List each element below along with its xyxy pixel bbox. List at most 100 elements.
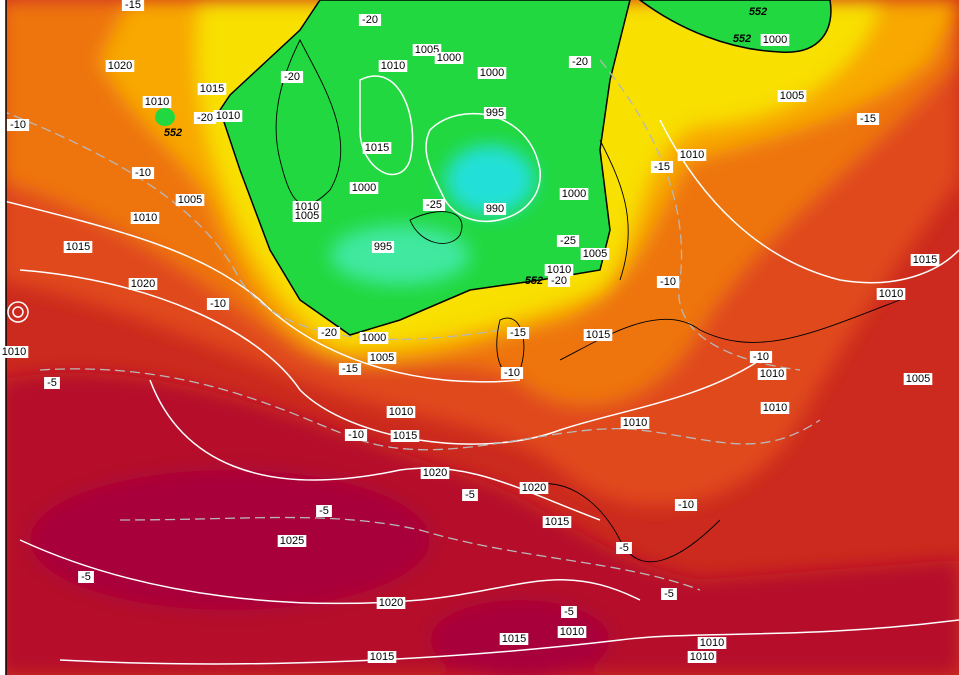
temperature-label: -5 <box>319 505 329 517</box>
temperature-label: -10 <box>753 351 769 363</box>
label-box <box>213 110 243 122</box>
label-box <box>677 149 707 161</box>
temperature-label: -5 <box>465 489 475 501</box>
label-box <box>687 651 717 663</box>
label-box <box>420 467 450 479</box>
label-box <box>193 112 217 124</box>
label-box <box>650 161 674 173</box>
label-box <box>422 199 446 211</box>
temperature-label: -20 <box>197 112 213 124</box>
label-box <box>434 52 464 64</box>
temperature-label: -10 <box>10 119 26 131</box>
label-box <box>620 417 650 429</box>
temperature-label: -10 <box>678 499 694 511</box>
temperature-label: -10 <box>135 167 151 179</box>
isobar-label: 995 <box>486 107 504 119</box>
label-box <box>760 34 790 46</box>
isobar-label: 1020 <box>379 597 403 609</box>
label-box <box>359 332 389 344</box>
temperature-label: -20 <box>551 275 567 287</box>
temperature-label: -10 <box>660 276 676 288</box>
isobar-label: 1005 <box>906 373 930 385</box>
isobar-label: 552 <box>525 275 543 287</box>
isobar-label: 1005 <box>370 352 394 364</box>
isobar-label: 1010 <box>700 637 724 649</box>
isobar-label: 1015 <box>502 633 526 645</box>
label-box <box>856 113 880 125</box>
label-box <box>280 71 304 83</box>
label-box <box>105 60 135 72</box>
cold-core <box>330 145 535 285</box>
label-box <box>338 363 362 375</box>
label-box <box>128 278 158 290</box>
label-box <box>376 597 406 609</box>
temperature-label: -20 <box>362 14 378 26</box>
label-box <box>206 298 230 310</box>
isobar-label: 1020 <box>108 60 132 72</box>
label-box <box>142 96 172 108</box>
isobar-label: 1000 <box>480 67 504 79</box>
isobar-label: 1010 <box>295 201 319 213</box>
isobar-label: 552 <box>733 33 751 45</box>
temperature-label: -15 <box>860 113 876 125</box>
label-box <box>500 367 524 379</box>
label-box <box>674 499 698 511</box>
isobar-label: 1000 <box>562 188 586 200</box>
isobar-label: 1010 <box>680 149 704 161</box>
isobar-label: 1010 <box>763 402 787 414</box>
isobar-label: 1025 <box>280 535 304 547</box>
temperature-label: -25 <box>560 235 576 247</box>
label-box <box>777 90 807 102</box>
isobar-label: 1015 <box>365 142 389 154</box>
label-box <box>616 542 632 554</box>
isobar-label: 1015 <box>586 329 610 341</box>
label-box <box>559 188 589 200</box>
label-box <box>63 241 93 253</box>
label-box <box>903 373 933 385</box>
isobar-label: 1010 <box>145 96 169 108</box>
label-box <box>697 637 727 649</box>
isobar-label: 990 <box>486 203 504 215</box>
label-box <box>131 167 155 179</box>
isobar-label: 1000 <box>362 332 386 344</box>
isobar-label: 1000 <box>437 52 461 64</box>
label-box <box>390 430 420 442</box>
isobar-label: 1015 <box>913 254 937 266</box>
label-box <box>661 588 677 600</box>
label-box <box>583 329 613 341</box>
isobar-label: 1000 <box>352 182 376 194</box>
label-box <box>78 571 94 583</box>
label-box <box>44 377 60 389</box>
label-box <box>876 288 906 300</box>
label-box <box>561 606 577 618</box>
isobar-label: 1010 <box>760 368 784 380</box>
isobar-label: 552 <box>749 6 767 18</box>
isobar-label: 1020 <box>131 278 155 290</box>
label-box <box>316 505 332 517</box>
label-box <box>277 535 307 547</box>
isobar-label: 1010 <box>216 110 240 122</box>
temperature-label: -10 <box>504 367 520 379</box>
label-box <box>358 14 382 26</box>
isobar-label: 1010 <box>2 346 26 358</box>
label-box <box>542 516 572 528</box>
isobar-label: 1005 <box>295 210 319 222</box>
isobar-label: 1005 <box>415 44 439 56</box>
temperature-label: -15 <box>654 161 670 173</box>
temperature-label: -5 <box>81 571 91 583</box>
isobar-label: 1020 <box>522 482 546 494</box>
isobar-label: 1005 <box>780 90 804 102</box>
isobar-label: 1010 <box>560 626 584 638</box>
label-box <box>462 489 478 501</box>
label-box <box>378 60 408 72</box>
isobar-label: 1010 <box>623 417 647 429</box>
cold-region <box>155 108 175 126</box>
temperature-label: -5 <box>564 606 574 618</box>
label-box <box>519 482 549 494</box>
isobar-label: 1010 <box>389 406 413 418</box>
temperature-label: -20 <box>321 327 337 339</box>
isobar-label: 1010 <box>690 651 714 663</box>
label-box <box>367 352 397 364</box>
